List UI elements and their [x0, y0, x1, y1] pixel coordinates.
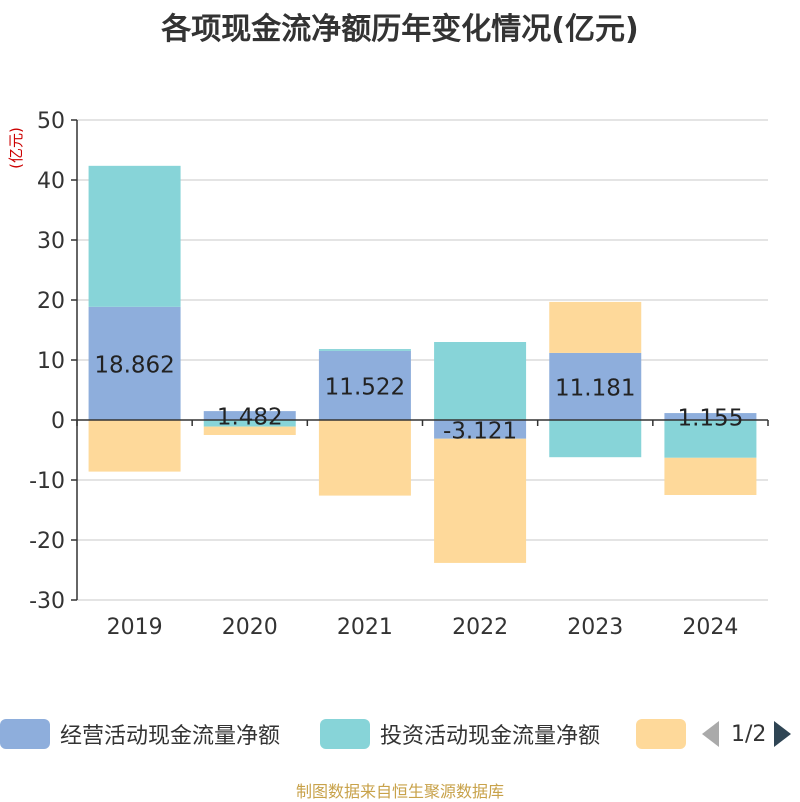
bar-2021-series-2 [318, 420, 411, 496]
chart-title: 各项现金流净额历年变化情况(亿元) [161, 12, 639, 47]
bar-2019-series-1 [88, 165, 181, 307]
bar-2020-series-2 [203, 426, 296, 435]
bar-2023-series-2 [549, 301, 642, 353]
data-label-2019: 18.862 [94, 352, 174, 378]
x-tick-label: 2021 [337, 615, 393, 640]
legend-item-financing[interactable] [636, 716, 686, 752]
legend-label-operating: 经营活动现金流量净额 [60, 724, 281, 749]
x-tick-label: 2024 [682, 615, 738, 640]
bar-2022-series-1 [434, 342, 527, 420]
bar-2019-series-2 [88, 420, 181, 472]
data-label-2022: -3.121 [443, 418, 517, 444]
legend-item-operating[interactable]: 经营活动现金流量净额 [0, 716, 280, 752]
y-tick-label: 0 [51, 409, 65, 434]
legend-swatch-financing [636, 719, 686, 749]
data-label-2023: 11.181 [555, 375, 635, 401]
bar-2024-series-0 [664, 413, 757, 420]
bar-2020-series-0 [203, 411, 296, 420]
bar-2024-series-2 [664, 457, 757, 495]
y-tick-label: 10 [37, 349, 65, 374]
legend-swatch-investing [320, 719, 370, 749]
source-note: 制图数据来自恒生聚源数据库 [295, 782, 504, 801]
y-tick-label: -30 [29, 589, 65, 614]
y-tick-label: 40 [37, 169, 65, 194]
bar-2023-series-1 [549, 420, 642, 458]
legend: 经营活动现金流量净额 投资活动现金流量净额 [0, 716, 800, 752]
data-label-2024: 1.155 [677, 406, 743, 432]
legend-label-investing: 投资活动现金流量净额 [380, 724, 601, 749]
legend-pager: 1/2 [700, 716, 800, 752]
legend-prev-icon[interactable] [702, 721, 719, 747]
y-tick-label: 30 [37, 229, 65, 254]
x-tick-label: 2020 [222, 615, 278, 640]
bar-2023-series-0 [549, 352, 642, 420]
bar-2022-series-2 [434, 438, 527, 563]
x-tick-label: 2022 [452, 615, 508, 640]
bar-2019-series-0 [88, 306, 181, 420]
y-axis-unit-label: (亿元) [7, 127, 25, 169]
bar-2024-series-1 [664, 420, 757, 458]
legend-swatch-operating [0, 719, 50, 749]
y-tick-label: -20 [29, 529, 65, 554]
data-label-2020: 1.482 [217, 405, 283, 431]
x-tick-label: 2023 [567, 615, 623, 640]
legend-next-icon[interactable] [774, 721, 792, 747]
bar-2022-series-0 [434, 420, 527, 439]
y-tick-label: -10 [29, 469, 65, 494]
y-tick-label: 50 [37, 109, 65, 134]
bar-2021-series-0 [318, 350, 411, 420]
bar-2020-series-1 [203, 420, 296, 427]
legend-page-indicator: 1/2 [731, 721, 767, 747]
data-label-2021: 11.522 [325, 374, 405, 400]
bar-2021-series-1 [318, 349, 411, 351]
x-tick-label: 2019 [107, 615, 163, 640]
legend-item-investing[interactable]: 投资活动现金流量净额 [320, 716, 600, 752]
y-tick-label: 20 [37, 289, 65, 314]
